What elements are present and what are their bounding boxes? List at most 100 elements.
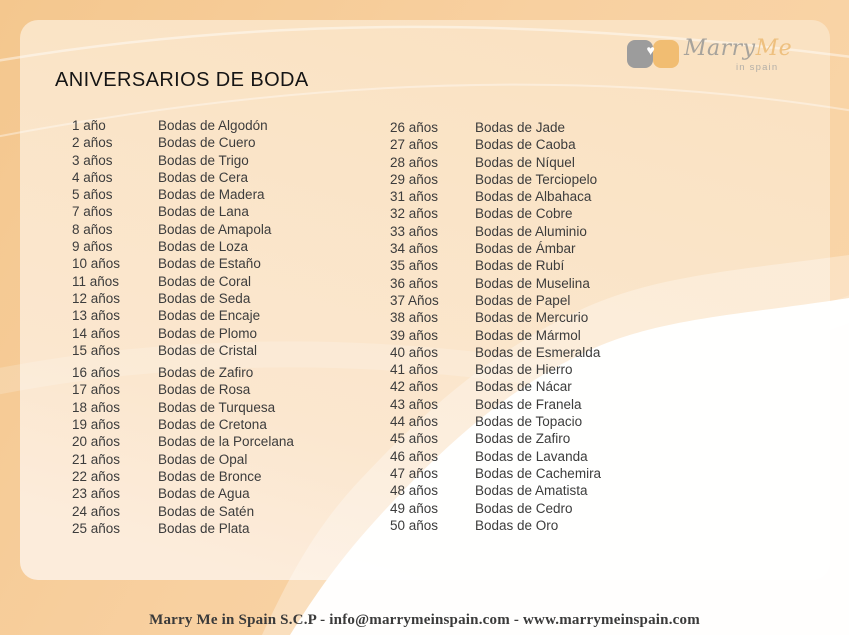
anniversary-name: Bodas de Cedro xyxy=(475,500,573,516)
anniversary-row: 10 años Bodas de Estaño xyxy=(72,256,294,273)
anniversary-name: Bodas de Caoba xyxy=(475,137,576,153)
anniversary-row: 11 años Bodas de Coral xyxy=(72,274,294,291)
anniversary-row: 50 años Bodas de Oro xyxy=(390,518,601,535)
anniversary-row: 20 años Bodas de la Porcelana xyxy=(72,434,294,451)
anniversary-row: 39 años Bodas de Mármol xyxy=(390,328,601,345)
year-label: 19 años xyxy=(72,417,121,433)
anniversary-row: 3 años Bodas de Trigo xyxy=(72,153,294,170)
anniversary-name: Bodas de Mármol xyxy=(475,327,581,343)
anniversary-row: 37 Años Bodas de Papel xyxy=(390,293,601,310)
anniversary-name: Bodas de Lana xyxy=(158,204,249,220)
anniversary-name: Bodas de Albahaca xyxy=(475,189,592,205)
anniversary-name: Bodas de Madera xyxy=(158,187,265,203)
anniversary-row: 25 años Bodas de Plata xyxy=(72,521,294,538)
year-label: 4 años xyxy=(72,169,113,185)
anniversary-name: Bodas de Opal xyxy=(158,451,248,467)
logo-tagline: in spain xyxy=(736,62,779,73)
footer-contact-text: Marry Me in Spain S.C.P - info@marrymein… xyxy=(149,612,700,628)
year-label: 32 años xyxy=(390,206,439,222)
year-label: 49 años xyxy=(390,500,439,516)
anniversary-name: Bodas de Rubí xyxy=(475,258,565,274)
anniversary-row: 43 años Bodas de Franela xyxy=(390,397,601,414)
page-title: ANIVERSARIOS DE BODA xyxy=(55,69,309,91)
year-label: 14 años xyxy=(72,325,121,341)
anniversary-name: Bodas de Algodón xyxy=(158,118,268,133)
anniversary-name: Bodas de Estaño xyxy=(158,256,261,272)
year-label: 40 años xyxy=(390,344,439,360)
anniversary-name: Bodas de Bronce xyxy=(158,468,262,484)
year-label: 2 años xyxy=(72,135,113,151)
anniversary-row: 2 años Bodas de Cuero xyxy=(72,135,294,152)
year-label: 35 años xyxy=(390,258,439,274)
anniversary-row: 47 años Bodas de Cachemira xyxy=(390,466,601,483)
anniversary-row: 40 años Bodas de Esmeralda xyxy=(390,345,601,362)
anniversary-name: Bodas de Mercurio xyxy=(475,310,589,326)
anniversary-row: 27 años Bodas de Caoba xyxy=(390,137,601,154)
year-label: 42 años xyxy=(390,379,439,395)
anniversary-row: 46 años Bodas de Lavanda xyxy=(390,449,601,466)
anniversary-name: Bodas de Lavanda xyxy=(475,448,588,464)
anniversary-name: Bodas de Esmeralda xyxy=(475,344,601,360)
anniversary-name: Bodas de Trigo xyxy=(158,152,249,168)
year-label: 46 años xyxy=(390,448,439,464)
year-label: 13 años xyxy=(72,308,121,324)
anniversary-name: Bodas de Níquel xyxy=(475,154,575,170)
anniversary-name: Bodas de Nácar xyxy=(475,379,572,395)
anniversary-name: Bodas de Rosa xyxy=(158,382,251,398)
year-label: 9 años xyxy=(72,239,113,255)
year-label: 23 años xyxy=(72,486,121,502)
anniversary-name: Bodas de Papel xyxy=(475,292,571,308)
anniversary-row: 24 años Bodas de Satén xyxy=(72,504,294,521)
year-label: 3 años xyxy=(72,152,113,168)
anniversary-name: Bodas de Loza xyxy=(158,239,249,255)
anniversary-name: Bodas de Ámbar xyxy=(475,241,576,257)
anniversary-name: Bodas de Zafiro xyxy=(158,365,254,381)
anniversary-row: 33 años Bodas de Aluminio xyxy=(390,224,601,241)
anniversary-name: Bodas de Zafiro xyxy=(475,431,571,447)
anniversary-row: 22 años Bodas de Bronce xyxy=(72,469,294,486)
logo-gray-square xyxy=(627,40,653,68)
year-label: 5 años xyxy=(72,187,113,203)
year-label: 31 años xyxy=(390,189,439,205)
anniversary-row: 38 años Bodas de Mercurio xyxy=(390,310,601,327)
anniversary-row: 44 años Bodas de Topacio xyxy=(390,414,601,431)
year-label: 27 años xyxy=(390,137,439,153)
anniversary-name: Bodas de Cera xyxy=(158,169,249,185)
year-label: 28 años xyxy=(390,154,439,170)
year-label: 16 años xyxy=(72,365,121,381)
year-label: 22 años xyxy=(72,468,121,484)
year-label: 15 años xyxy=(72,342,121,358)
year-label: 38 años xyxy=(390,310,439,326)
year-label: 18 años xyxy=(72,399,121,415)
year-label: 10 años xyxy=(72,256,121,272)
year-label: 47 años xyxy=(390,465,439,481)
year-label: 29 años xyxy=(390,171,439,187)
logo-word-me: Me xyxy=(755,36,793,61)
year-label: 7 años xyxy=(72,204,113,220)
year-label: 45 años xyxy=(390,431,439,447)
anniversary-row: 49 años Bodas de Cedro xyxy=(390,501,601,518)
anniversary-row: 26 años Bodas de Jade xyxy=(390,120,601,137)
anniversary-name: Bodas de Cuero xyxy=(158,135,256,151)
anniversary-row: 28 años Bodas de Níquel xyxy=(390,155,601,172)
anniversary-name: Bodas de Satén xyxy=(158,503,255,519)
anniversary-row: 19 años Bodas de Cretona xyxy=(72,417,294,434)
anniversary-row: 32 años Bodas de Cobre xyxy=(390,206,601,223)
anniversary-row: 48 años Bodas de Amatista xyxy=(390,483,601,500)
logo-orange-square xyxy=(653,40,679,68)
anniversary-row: 31 años Bodas de Albahaca xyxy=(390,189,601,206)
anniversary-name: Bodas de Aluminio xyxy=(475,223,587,239)
anniversary-row: 34 años Bodas de Ámbar xyxy=(390,241,601,258)
year-label: 1 año xyxy=(72,118,106,133)
year-label: 36 años xyxy=(390,275,439,291)
year-label: 48 años xyxy=(390,483,439,499)
anniversary-row: 12 años Bodas de Seda xyxy=(72,291,294,308)
anniversary-name: Bodas de Amatista xyxy=(475,483,588,499)
marry-me-logo: ♥ MarryMe in spain xyxy=(627,36,792,82)
anniversary-name: Bodas de Topacio xyxy=(475,414,583,430)
anniversary-row: 42 años Bodas de Nácar xyxy=(390,379,601,396)
anniversary-name: Bodas de Oro xyxy=(475,517,559,533)
anniversary-row: 35 años Bodas de Rubí xyxy=(390,258,601,275)
year-label: 8 años xyxy=(72,221,113,237)
